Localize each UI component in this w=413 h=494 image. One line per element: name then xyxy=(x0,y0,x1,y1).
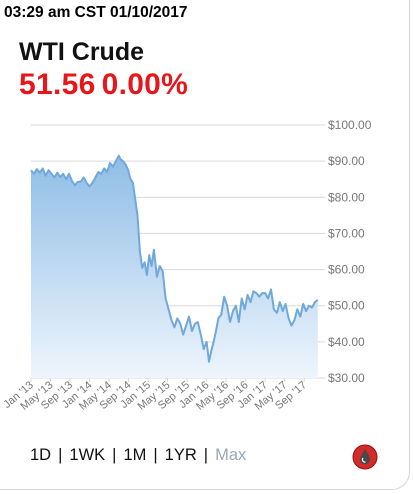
y-tick-label: $80.00 xyxy=(328,190,365,204)
range-max[interactable]: Max xyxy=(215,446,247,464)
y-tick-label: $30.00 xyxy=(328,371,365,385)
y-tick-label: $100.00 xyxy=(328,118,372,132)
price-area xyxy=(31,155,318,378)
range-selector: 1D | 1WK | 1M | 1YR | Max xyxy=(30,446,246,465)
price-chart: $100.00 $90.00 $80.00 $70.00 $60.00 $50.00 $40… xyxy=(1,118,372,413)
price-change: 0.00% xyxy=(101,68,189,101)
range-separator: | xyxy=(58,446,63,464)
range-separator: | xyxy=(203,446,209,464)
range-separator: | xyxy=(153,446,158,464)
y-tick-label: $40.00 xyxy=(328,335,365,349)
y-tick-label: $90.00 xyxy=(328,154,365,168)
y-tick-label: $50.00 xyxy=(328,299,365,313)
range-1yr[interactable]: 1YR xyxy=(164,446,197,464)
y-tick-label: $70.00 xyxy=(328,226,365,240)
y-tick-label: $60.00 xyxy=(328,263,365,277)
commodity-title: WTI Crude xyxy=(19,38,144,66)
range-1d[interactable]: 1D xyxy=(30,446,52,464)
y-axis-labels: $100.00 $90.00 $80.00 $70.00 $60.00 $50.00 $40… xyxy=(328,118,372,385)
range-separator: | xyxy=(112,446,117,464)
timestamp: 03:29 am CST 01/10/2017 xyxy=(4,4,188,21)
price-value: 51.56 xyxy=(19,68,96,101)
range-1m[interactable]: 1M xyxy=(123,446,147,464)
oil-drop-icon[interactable] xyxy=(352,444,378,470)
price-line: 51.56 0.00% xyxy=(19,68,194,102)
range-1wk[interactable]: 1WK xyxy=(69,446,106,464)
price-line-series xyxy=(30,154,319,363)
